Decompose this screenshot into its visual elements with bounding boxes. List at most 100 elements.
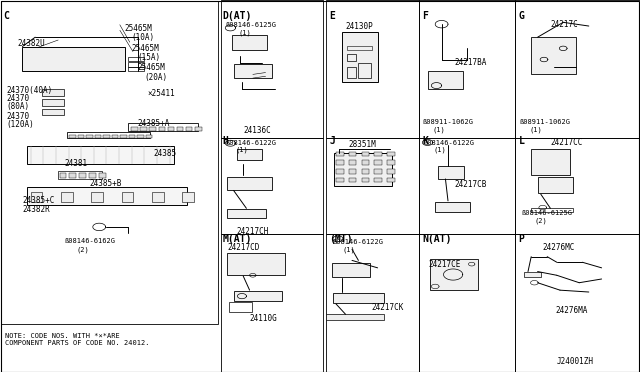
Polygon shape xyxy=(342,32,378,82)
Text: K: K xyxy=(422,136,428,146)
Polygon shape xyxy=(438,166,464,179)
Text: N(AT): N(AT) xyxy=(422,234,452,244)
Text: (1): (1) xyxy=(530,126,543,133)
Text: P: P xyxy=(518,234,524,244)
Text: 24217CB: 24217CB xyxy=(454,180,487,189)
Polygon shape xyxy=(195,127,202,131)
Text: (2): (2) xyxy=(77,246,90,253)
Polygon shape xyxy=(332,263,370,277)
Text: 24110G: 24110G xyxy=(250,314,277,323)
Text: 24276MA: 24276MA xyxy=(556,306,588,315)
Polygon shape xyxy=(42,89,64,96)
Text: 25465M: 25465M xyxy=(138,63,165,72)
Polygon shape xyxy=(362,152,369,156)
Text: 24382R: 24382R xyxy=(22,205,50,214)
Polygon shape xyxy=(374,178,382,182)
Text: (1): (1) xyxy=(236,147,248,153)
Polygon shape xyxy=(138,135,144,138)
Polygon shape xyxy=(103,135,109,138)
Polygon shape xyxy=(27,187,187,205)
Polygon shape xyxy=(234,64,272,78)
Polygon shape xyxy=(159,127,165,131)
Polygon shape xyxy=(428,71,463,89)
Text: (1): (1) xyxy=(238,30,251,36)
Text: (1): (1) xyxy=(434,147,447,153)
Polygon shape xyxy=(326,314,384,320)
Text: H: H xyxy=(223,136,228,146)
Text: (10A): (10A) xyxy=(131,33,154,42)
Text: J24001ZH: J24001ZH xyxy=(557,357,594,366)
Text: L: L xyxy=(518,136,524,146)
Text: ß08146-6125G: ß08146-6125G xyxy=(522,210,573,216)
Polygon shape xyxy=(79,173,86,178)
Text: G: G xyxy=(518,11,524,21)
Polygon shape xyxy=(69,173,76,178)
Polygon shape xyxy=(538,177,573,193)
Text: (120A): (120A) xyxy=(6,120,34,129)
Polygon shape xyxy=(387,178,395,182)
Polygon shape xyxy=(42,99,64,106)
Text: F: F xyxy=(422,11,428,21)
Text: 24217CE: 24217CE xyxy=(429,260,461,269)
Polygon shape xyxy=(349,152,356,156)
Text: (1): (1) xyxy=(342,246,355,253)
Text: 24217CH: 24217CH xyxy=(237,227,269,236)
Text: (MT): (MT) xyxy=(330,234,353,244)
Polygon shape xyxy=(186,127,193,131)
Polygon shape xyxy=(387,169,395,174)
Polygon shape xyxy=(336,169,344,174)
Polygon shape xyxy=(334,153,392,186)
Text: ß08146-6122G: ß08146-6122G xyxy=(225,140,276,145)
Text: 28351M: 28351M xyxy=(349,140,376,148)
Polygon shape xyxy=(531,149,570,175)
Polygon shape xyxy=(146,135,152,138)
Polygon shape xyxy=(27,146,174,164)
Polygon shape xyxy=(122,192,133,202)
Text: 24385: 24385 xyxy=(154,149,177,158)
Text: 24217CK: 24217CK xyxy=(371,303,404,312)
Polygon shape xyxy=(227,253,285,275)
Polygon shape xyxy=(120,135,127,138)
Text: (15A): (15A) xyxy=(138,53,161,62)
Text: M(AT): M(AT) xyxy=(223,234,252,244)
Polygon shape xyxy=(336,160,344,165)
Polygon shape xyxy=(374,160,382,165)
Text: 24385+B: 24385+B xyxy=(90,179,122,187)
Polygon shape xyxy=(112,135,118,138)
Polygon shape xyxy=(349,169,356,174)
Text: ×25411: ×25411 xyxy=(147,89,175,98)
Text: ß08146-6125G: ß08146-6125G xyxy=(225,22,276,28)
Text: 24370: 24370 xyxy=(6,94,29,103)
Polygon shape xyxy=(374,152,382,156)
Polygon shape xyxy=(362,169,369,174)
Text: D(AT): D(AT) xyxy=(223,11,252,21)
Polygon shape xyxy=(182,192,194,202)
Polygon shape xyxy=(531,37,576,74)
Text: 24217BA: 24217BA xyxy=(454,58,487,67)
Polygon shape xyxy=(336,178,344,182)
Polygon shape xyxy=(60,173,66,178)
Text: 24136C: 24136C xyxy=(243,126,271,135)
Polygon shape xyxy=(168,127,174,131)
Polygon shape xyxy=(90,173,96,178)
Text: (2): (2) xyxy=(534,218,547,224)
Text: 24385+C: 24385+C xyxy=(22,196,55,205)
Polygon shape xyxy=(95,135,101,138)
Text: ß08146-6122G: ß08146-6122G xyxy=(424,140,475,145)
Polygon shape xyxy=(362,160,369,165)
Polygon shape xyxy=(349,160,356,165)
Polygon shape xyxy=(387,160,395,165)
Text: (1): (1) xyxy=(432,126,445,133)
Text: 24130P: 24130P xyxy=(346,22,373,31)
Polygon shape xyxy=(92,192,103,202)
Text: 25465M: 25465M xyxy=(131,44,159,52)
Polygon shape xyxy=(140,127,147,131)
Polygon shape xyxy=(232,35,267,50)
Text: ß08146-6122G: ß08146-6122G xyxy=(332,239,383,245)
Text: 24382U: 24382U xyxy=(18,39,45,48)
Polygon shape xyxy=(22,46,125,71)
Polygon shape xyxy=(150,127,156,131)
Polygon shape xyxy=(237,149,262,160)
Polygon shape xyxy=(31,192,42,202)
Text: ß08911-1062G: ß08911-1062G xyxy=(520,119,571,125)
